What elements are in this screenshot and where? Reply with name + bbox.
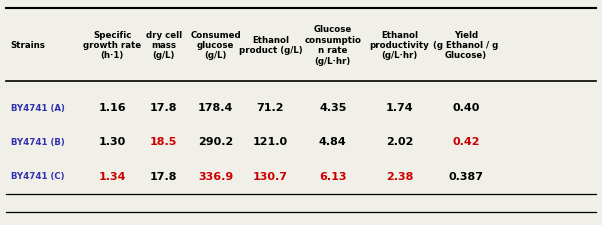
Text: 71.2: 71.2: [256, 103, 284, 112]
Text: 130.7: 130.7: [253, 171, 288, 181]
Text: 121.0: 121.0: [253, 137, 288, 147]
Text: 4.35: 4.35: [319, 103, 347, 112]
Text: 336.9: 336.9: [198, 171, 233, 181]
Text: 17.8: 17.8: [150, 103, 178, 112]
Text: Strains: Strains: [11, 41, 46, 50]
Text: 1.30: 1.30: [99, 137, 126, 147]
Text: 290.2: 290.2: [198, 137, 233, 147]
Text: Specific
growth rate
(h·1): Specific growth rate (h·1): [83, 30, 141, 60]
Text: 0.40: 0.40: [452, 103, 480, 112]
Text: 0.42: 0.42: [452, 137, 480, 147]
Text: 18.5: 18.5: [150, 137, 178, 147]
Text: 178.4: 178.4: [198, 103, 233, 112]
Text: Ethanol
product (g/L): Ethanol product (g/L): [238, 36, 302, 55]
Text: 1.74: 1.74: [386, 103, 414, 112]
Text: 2.02: 2.02: [386, 137, 413, 147]
Text: Ethanol
productivity
(g/L·hr): Ethanol productivity (g/L·hr): [370, 30, 429, 60]
Text: Yield
(g Ethanol / g
Glucose): Yield (g Ethanol / g Glucose): [433, 30, 498, 60]
Text: 0.387: 0.387: [448, 171, 483, 181]
Text: Glucose
consumptio
n rate
(g/L·hr): Glucose consumptio n rate (g/L·hr): [305, 25, 361, 65]
Text: 1.34: 1.34: [99, 171, 126, 181]
Text: BY4741 (C): BY4741 (C): [11, 171, 64, 180]
Text: 4.84: 4.84: [319, 137, 347, 147]
Text: 17.8: 17.8: [150, 171, 178, 181]
Text: 6.13: 6.13: [319, 171, 347, 181]
Text: 2.38: 2.38: [386, 171, 413, 181]
Text: BY4741 (B): BY4741 (B): [11, 137, 64, 146]
Text: 1.16: 1.16: [98, 103, 126, 112]
Text: BY4741 (A): BY4741 (A): [11, 103, 64, 112]
Text: Consumed
glucose
(g/L): Consumed glucose (g/L): [190, 30, 241, 60]
Text: dry cell
mass
(g/L): dry cell mass (g/L): [146, 30, 182, 60]
